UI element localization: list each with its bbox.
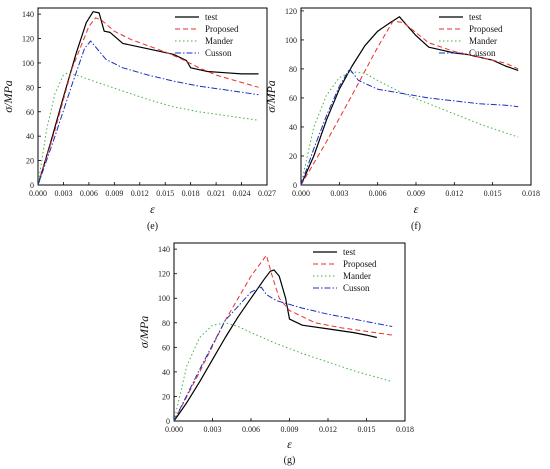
x-tick-label: 0.027 (258, 189, 276, 198)
x-axis-title: ε (414, 202, 419, 216)
y-tick-label: 80 (289, 65, 297, 74)
series-line-mander (37, 72, 259, 186)
y-tick-label: 100 (158, 294, 170, 303)
x-tick-label: 0.006 (242, 425, 260, 434)
plot-frame (173, 242, 406, 422)
y-tick-label: 0 (293, 181, 297, 190)
y-tick-label: 40 (289, 123, 297, 132)
series-line-test (37, 11, 259, 186)
x-tick-label: 0.009 (407, 189, 425, 198)
x-tick-label: 0.000 (165, 425, 183, 434)
panel-label: (e) (147, 221, 158, 232)
x-axis-title: ε (287, 437, 292, 451)
x-tick-label: 0.015 (156, 189, 174, 198)
y-tick-label: 40 (162, 368, 170, 377)
y-tick-label: 120 (22, 35, 34, 44)
legend-label: Mander (343, 271, 371, 281)
y-tick-label: 60 (162, 343, 170, 352)
x-tick-label: 0.009 (281, 425, 299, 434)
y-tick-label: 80 (162, 319, 170, 328)
y-tick-label: 20 (26, 157, 34, 166)
series-line-mander (173, 322, 393, 422)
x-tick-label: 0.012 (445, 189, 463, 198)
y-tick-label: 20 (289, 152, 297, 161)
y-tick-label: 80 (26, 83, 34, 92)
x-tick-label: 0.012 (131, 189, 149, 198)
series-line-cusson (300, 68, 519, 186)
plot-frame (300, 7, 532, 186)
series-line-proposed (37, 17, 259, 186)
legend-label: Mander (469, 36, 497, 46)
y-tick-label: 60 (26, 108, 34, 117)
chart-panel-1: 0.000 0.003 0.006 0.009 0.012 0.015 0.018 0.021… (1, 7, 276, 232)
y-tick-label: 120 (285, 7, 297, 16)
y-axis-title: σ/MPa (1, 80, 15, 113)
x-tick-label: 0.018 (182, 189, 200, 198)
legend-label: test (469, 12, 482, 22)
y-tick-label: 0 (166, 417, 170, 426)
y-tick-label: 100 (22, 59, 34, 68)
panel-label: (g) (284, 455, 296, 466)
legend-label: Proposed (469, 24, 503, 34)
series-line-cusson (37, 40, 259, 186)
y-tick-label: 40 (26, 132, 34, 141)
x-tick-label: 0.021 (207, 189, 225, 198)
x-tick-label: 0.018 (396, 425, 414, 434)
legend-label: Cusson (343, 283, 370, 293)
y-tick-label: 140 (158, 245, 170, 254)
legend-label: Proposed (343, 259, 377, 269)
x-axis-title: ε (150, 202, 155, 216)
y-tick-label: 140 (22, 10, 34, 19)
x-tick-label: 0.006 (80, 189, 98, 198)
x-tick-label: 0.009 (105, 189, 123, 198)
x-tick-label: 0.003 (330, 189, 348, 198)
x-tick-label: 0.015 (358, 425, 376, 434)
series-line-cusson (173, 286, 393, 422)
plot-frame (37, 7, 268, 186)
legend-label: test (343, 247, 356, 257)
x-tick-label: 0.000 (292, 189, 310, 198)
x-tick-label: 0.003 (204, 425, 222, 434)
panel-label: (f) (411, 221, 421, 232)
y-tick-label: 20 (162, 392, 170, 401)
y-tick-label: 120 (158, 270, 170, 279)
x-tick-label: 0.012 (319, 425, 337, 434)
chart-panel-3: 0.000 0.003 0.006 0.009 0.012 0.015 0.018 0 20 40… (137, 242, 414, 466)
y-tick-label: 60 (289, 94, 297, 103)
y-axis-title: σ/MPa (137, 316, 151, 349)
legend-label: test (205, 12, 218, 22)
series-line-mander (300, 71, 519, 186)
series-line-proposed (300, 20, 519, 186)
x-tick-label: 0.006 (369, 189, 387, 198)
legend-label: Cusson (205, 48, 232, 58)
series-line-test (173, 269, 377, 422)
chart-panel-2: 0.000 0.003 0.006 0.009 0.012 0.015 0.018 0 20 40… (264, 7, 540, 232)
legend-label: Cusson (469, 48, 496, 58)
x-tick-label: 0.024 (233, 189, 251, 198)
x-tick-label: 0.003 (54, 189, 72, 198)
legend-label: Mander (205, 36, 233, 46)
y-tick-label: 100 (285, 36, 297, 45)
x-tick-label: 0.000 (29, 189, 47, 198)
y-tick-label: 0 (30, 181, 34, 190)
x-tick-label: 0.018 (522, 189, 540, 198)
x-tick-label: 0.015 (484, 189, 502, 198)
legend-label: Proposed (205, 24, 239, 34)
y-axis-title: σ/MPa (264, 80, 278, 113)
